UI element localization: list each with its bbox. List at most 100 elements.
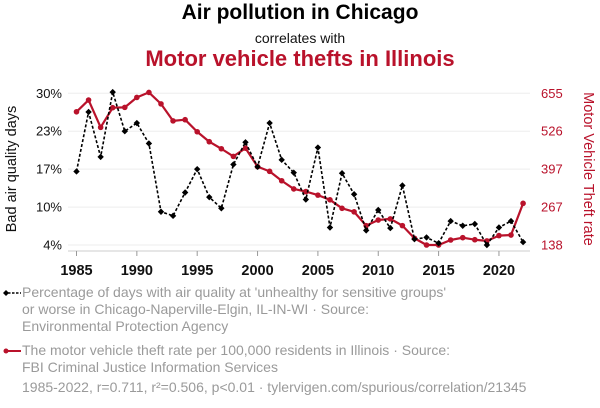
air-quality-point: [85, 108, 92, 116]
y-right-tick-label: 655: [541, 86, 563, 101]
footer-stats: 1985-2022, r=0.711, r²=0.506, p<0.01 · t…: [22, 379, 527, 395]
theft-rate-point: [375, 217, 382, 223]
air-quality-point: [411, 235, 418, 243]
y-right-tick-label: 267: [541, 200, 563, 215]
air-quality-point: [145, 140, 153, 147]
y-right-tick-label: 397: [541, 162, 563, 177]
legend-item-air-quality: Percentage of days with air quality at '…: [3, 284, 462, 335]
air-quality-point: [350, 191, 358, 198]
air-quality-point: [435, 240, 442, 247]
air-quality-point: [326, 224, 334, 231]
theft-rate-point: [194, 128, 200, 135]
air-quality-point: [507, 217, 515, 225]
y-axis-label-right: Motor Vehicle Theft rate: [580, 92, 596, 246]
chart-title-secondary: Motor vehicle thefts in Illinois: [145, 46, 455, 71]
theft-rate-point: [182, 116, 188, 123]
air-quality-point: [375, 206, 382, 214]
air-quality-point: [519, 238, 527, 246]
legend-marker-solid-circle-icon: [3, 348, 21, 354]
air-quality-point: [483, 241, 491, 249]
air-quality-point: [338, 170, 346, 177]
air-quality-point: [206, 193, 213, 201]
air-quality-point: [109, 88, 116, 96]
theft-rate-point: [97, 124, 104, 131]
x-ticks: 1985 1990 1995 2000 2005 2010 2015 2020: [60, 251, 515, 279]
legend-label-theft-rate: The motor vehicle theft rate per 100,000…: [22, 342, 450, 375]
y-left-tick-label: 10%: [36, 200, 62, 215]
air-quality-point: [266, 119, 273, 127]
theft-rate-point: [496, 232, 502, 239]
legend-item-theft-rate: The motor vehicle theft rate per 100,000…: [3, 342, 462, 376]
theft-rate-point: [73, 108, 80, 115]
air-quality-point: [302, 196, 310, 203]
air-quality-point: [121, 128, 128, 135]
air-quality-point: [290, 169, 297, 176]
theft-rate-point: [121, 104, 128, 111]
theft-rate-point: [85, 97, 92, 103]
air-quality-point: [495, 224, 503, 231]
theft-rate-point: [387, 216, 394, 222]
theft-rate-point: [206, 138, 213, 145]
x-tick-label: 1990: [121, 263, 153, 279]
air-quality-point: [181, 189, 189, 196]
x-tick-label: 2000: [241, 263, 273, 279]
theft-rate-point: [472, 236, 478, 243]
gridlines: [68, 92, 530, 246]
theft-rate-point: [290, 186, 297, 192]
air-quality-point: [194, 165, 201, 173]
series-theft-rate: [73, 89, 526, 248]
theft-rate-point: [315, 192, 321, 198]
air-quality-point: [73, 168, 80, 175]
x-tick-label: 1995: [181, 263, 213, 279]
theft-rate-point: [459, 234, 466, 241]
x-tick-label: 1985: [60, 263, 92, 279]
x-tick-label: 2005: [302, 263, 334, 279]
x-tick-label: 2020: [483, 263, 515, 279]
legend-label-air-quality: Percentage of days with air quality at '…: [22, 284, 447, 334]
air-quality-point: [169, 212, 177, 220]
air-quality-point: [242, 139, 249, 146]
chart-title: Air pollution in Chicago: [181, 1, 419, 24]
x-tick-label: 2015: [422, 263, 454, 279]
theft-rate-point: [351, 209, 357, 215]
air-quality-point: [399, 182, 406, 189]
theft-rate-point: [423, 242, 430, 248]
series-air-quality: [73, 88, 527, 249]
x-tick-label: 2010: [362, 263, 394, 279]
theft-rate-point: [447, 237, 454, 243]
y-right-tick-label: 526: [541, 124, 563, 139]
air-quality-point: [254, 163, 261, 171]
air-quality-point: [362, 227, 370, 234]
chart-subtitle: correlates with: [254, 30, 346, 46]
air-quality-point: [459, 222, 466, 229]
theft-rate-point: [134, 94, 140, 101]
air-quality-point: [471, 220, 479, 228]
chart-svg: 1985 1990 1995 2000 2005 2010 2015 2020 30% 23% 1…: [4, 86, 596, 279]
right-y-ticks: 655 526 397 267 138: [541, 86, 563, 253]
theft-rate-point: [278, 177, 285, 184]
y-right-tick-label: 138: [541, 238, 563, 253]
theft-rate-point: [218, 145, 225, 152]
air-quality-line: [75, 91, 524, 247]
air-quality-point: [314, 144, 322, 151]
theft-rate-point: [158, 101, 164, 107]
theft-rate-point: [230, 153, 237, 160]
y-left-tick-label: 4%: [43, 238, 62, 253]
theft-rate-point: [146, 89, 152, 96]
theft-rate-point: [170, 118, 176, 124]
air-quality-point: [218, 205, 225, 212]
air-quality-point: [133, 119, 141, 127]
y-axis-label-left: Bad air quality days: [4, 106, 20, 233]
air-quality-point: [97, 153, 104, 161]
y-left-tick-label: 17%: [36, 162, 62, 177]
theft-rate-point: [327, 197, 333, 203]
air-quality-point: [157, 208, 165, 215]
air-quality-point: [230, 161, 237, 168]
theft-rate-point: [399, 222, 406, 229]
theft-rate-point: [242, 145, 249, 151]
y-left-tick-label: 23%: [36, 124, 62, 139]
y-left-tick-label: 30%: [36, 86, 62, 101]
theft-rate-point: [109, 104, 116, 111]
theft-rate-point: [266, 168, 273, 175]
theft-rate-point: [508, 232, 514, 238]
